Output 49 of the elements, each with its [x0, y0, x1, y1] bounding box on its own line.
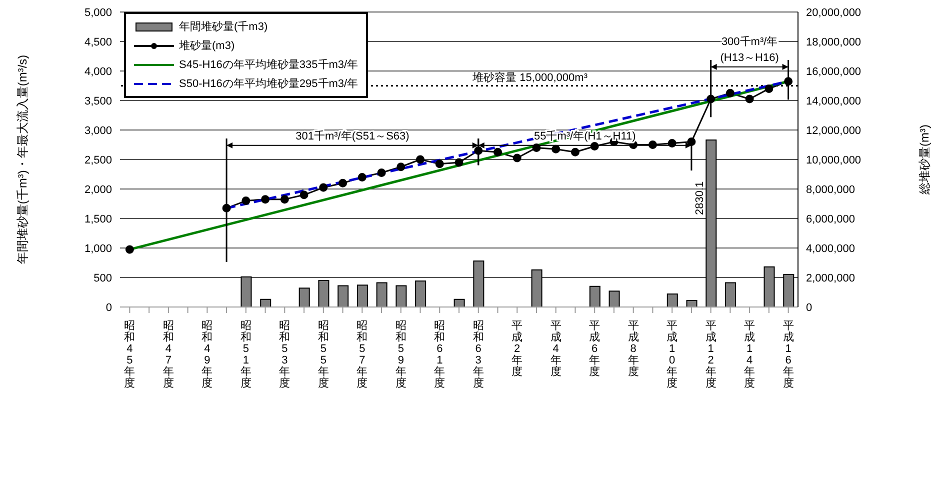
y-tick-label: 3,000 — [84, 124, 112, 137]
x-tick-label: 平成16年度 — [782, 320, 794, 390]
x-tick-label: 平成8年度 — [628, 320, 639, 378]
y-tick-label: 2,000 — [84, 184, 112, 196]
y-axis-title: 年間堆砂量(千m³)・年最大流入量(m³/s) — [15, 54, 30, 264]
x-tick-label: 昭和61年度 — [434, 320, 446, 390]
data-label: 2830.1 — [694, 181, 706, 216]
x-tick-label: 平成10年度 — [666, 320, 678, 390]
legend-label: 年間堆砂量(千m3) — [179, 20, 268, 34]
y-tick-label: 1,000 — [84, 242, 112, 255]
annotation: 301千m³/年(S51～S63) — [296, 129, 410, 142]
legend-label: 堆砂量(m3) — [179, 39, 235, 53]
y-tick-label: 4,000 — [84, 66, 112, 78]
y-tick-label: 0 — [106, 302, 112, 314]
legend-label: S50-H16の年平均堆砂量295千m3/年 — [179, 77, 358, 91]
y-tick-label: 3,500 — [84, 95, 112, 108]
x-tick-label: 平成4年度 — [550, 320, 562, 378]
x-tick-label: 昭和53年度 — [279, 320, 290, 390]
y2-tick-label: 0 — [806, 302, 812, 314]
y-tick-label: 4,500 — [84, 36, 112, 48]
x-tick-label: 平成14年度 — [744, 320, 756, 390]
y2-tick-label: 2,000,000 — [806, 272, 855, 284]
x-tick-label: 昭和57年度 — [356, 320, 368, 390]
ref-line-label: 堆砂容量 15,000,000m³ — [472, 70, 588, 84]
y2-tick-label: 20,000,000 — [806, 6, 862, 19]
x-tick-label: 平成6年度 — [589, 320, 600, 378]
y2-tick-label: 18,000,000 — [806, 36, 862, 48]
x-tick-label: 昭和55年度 — [318, 320, 329, 390]
y-tick-label: 2,500 — [84, 154, 112, 166]
y2-tick-label: 8,000,000 — [806, 184, 855, 196]
x-tick-label: 昭和51年度 — [240, 320, 252, 390]
y2-tick-label: 14,000,000 — [806, 95, 862, 108]
x-tick-label: 昭和59年度 — [395, 320, 406, 390]
legend-label: S45-H16の年平均堆砂量335千m3/年 — [179, 58, 358, 72]
y-tick-label: 5,000 — [84, 6, 112, 19]
y-tick-label: 500 — [94, 272, 112, 284]
x-tick-label: 昭和47年度 — [162, 320, 174, 390]
y-tick-label: 1,500 — [84, 213, 112, 226]
x-tick-label: 昭和45年度 — [124, 320, 136, 390]
x-tick-label: 昭和63年度 — [472, 320, 484, 390]
y2-tick-label: 4,000,000 — [806, 242, 855, 255]
y2-tick-label: 6,000,000 — [806, 213, 855, 226]
x-tick-label: 平成12年度 — [705, 320, 716, 390]
x-tick-label: 昭和49年度 — [202, 320, 213, 390]
y2-tick-label: 16,000,000 — [806, 66, 862, 78]
y2-tick-label: 10,000,000 — [806, 154, 862, 166]
y2-axis-title: 総堆砂量(m³) — [917, 124, 932, 196]
x-tick-label: 平成2年度 — [512, 320, 523, 378]
y2-tick-label: 12,000,000 — [806, 124, 862, 137]
